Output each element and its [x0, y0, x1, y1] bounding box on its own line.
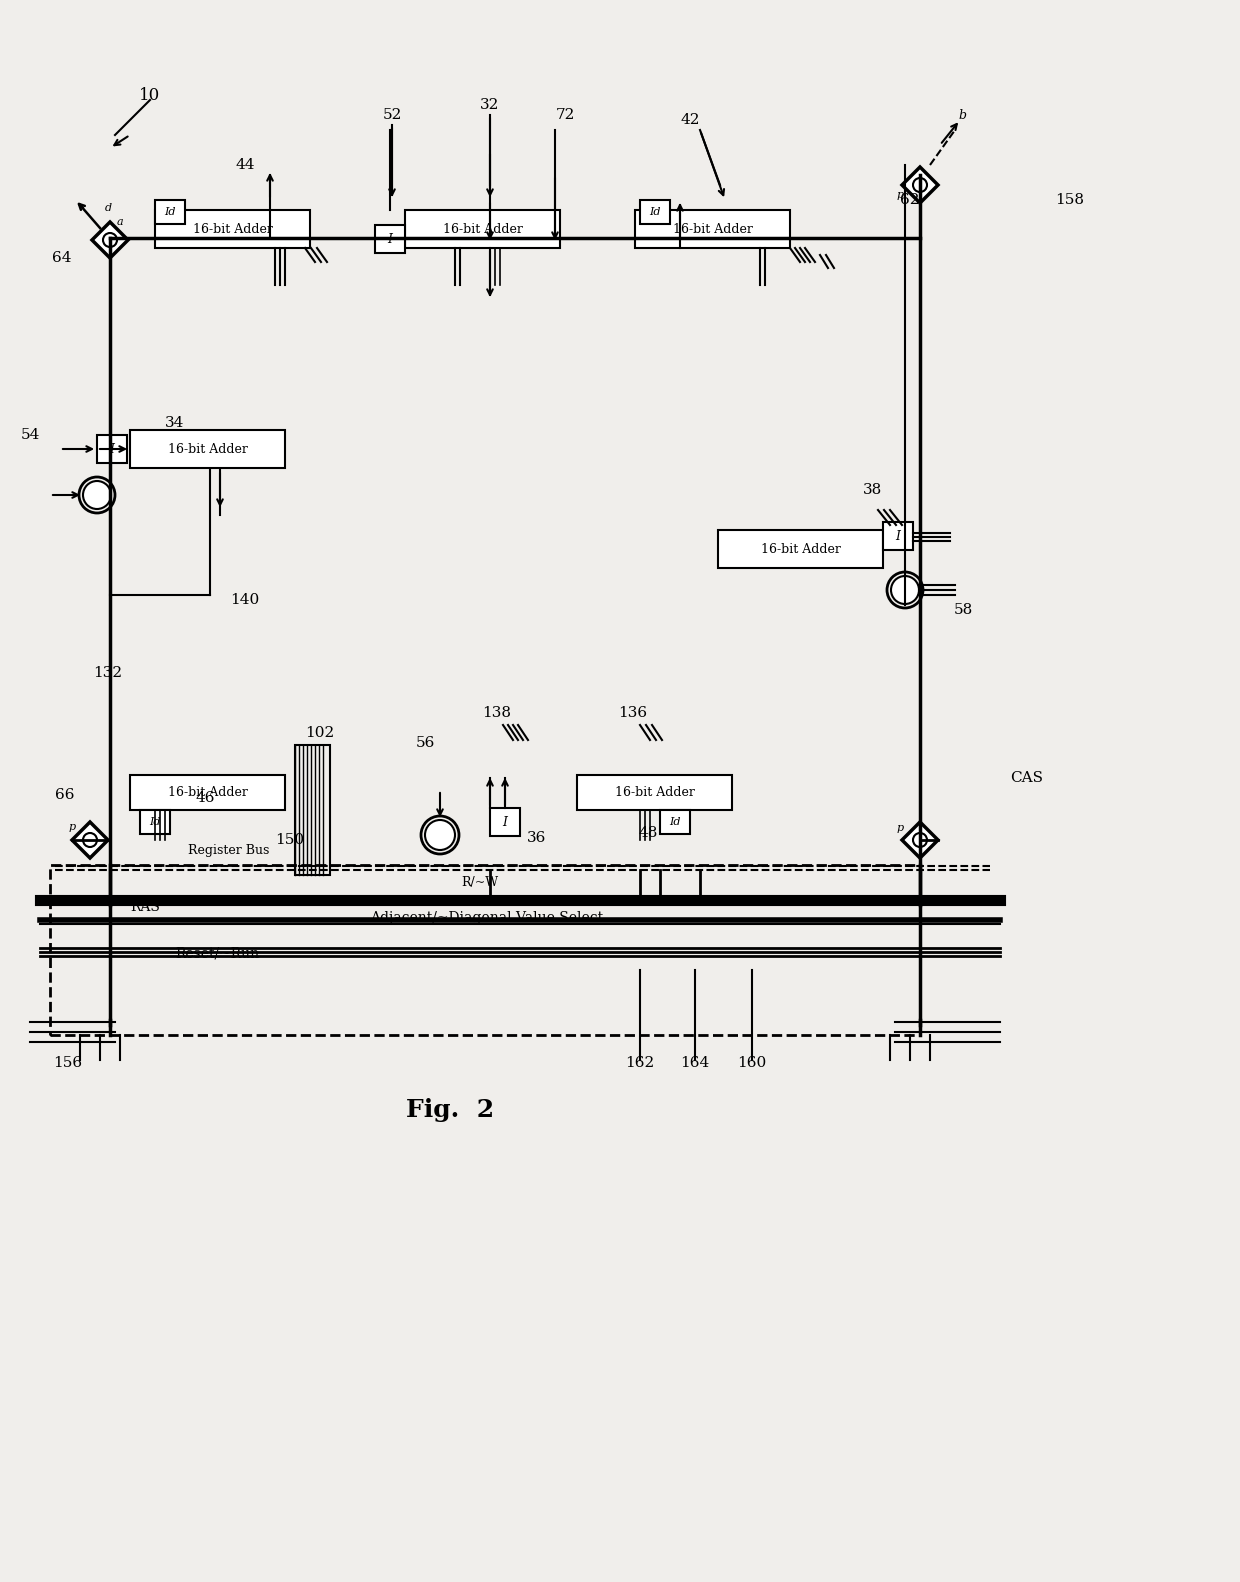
Polygon shape	[901, 168, 937, 202]
Text: 138: 138	[482, 706, 511, 720]
Text: 42: 42	[681, 112, 699, 127]
Text: 16-bit Adder: 16-bit Adder	[615, 786, 694, 799]
Text: 52: 52	[382, 108, 402, 122]
Text: 36: 36	[527, 831, 547, 845]
Polygon shape	[72, 823, 108, 857]
Text: 10: 10	[139, 87, 161, 103]
Polygon shape	[92, 221, 128, 258]
Text: 56: 56	[415, 736, 435, 750]
Text: 160: 160	[738, 1057, 766, 1069]
Bar	[718, 530, 883, 568]
Text: 136: 136	[619, 706, 647, 720]
Text: p: p	[897, 190, 904, 199]
Text: 132: 132	[93, 666, 123, 680]
Text: p: p	[68, 823, 76, 832]
Text: Id: Id	[650, 207, 661, 217]
Text: d: d	[104, 202, 112, 214]
Bar	[50, 865, 920, 1035]
Text: I: I	[895, 530, 900, 543]
Text: 16-bit Adder: 16-bit Adder	[192, 223, 273, 236]
Text: Id: Id	[149, 816, 161, 827]
Text: I: I	[502, 815, 507, 829]
Text: 38: 38	[863, 483, 883, 497]
Bar	[140, 810, 170, 834]
Circle shape	[83, 481, 112, 509]
Text: a: a	[117, 217, 123, 226]
Text: Register Bus: Register Bus	[188, 843, 269, 856]
Text: 162: 162	[625, 1057, 655, 1069]
Text: 16-bit Adder: 16-bit Adder	[443, 223, 522, 236]
Bar	[155, 199, 185, 225]
Text: 140: 140	[231, 593, 259, 607]
Bar	[660, 810, 689, 834]
Text: Id: Id	[164, 207, 176, 217]
Text: 156: 156	[53, 1057, 83, 1069]
Text: 102: 102	[305, 726, 335, 740]
Text: CAS: CAS	[1011, 770, 1043, 785]
Polygon shape	[901, 823, 937, 857]
Text: 158: 158	[1055, 193, 1085, 207]
Text: 58: 58	[954, 603, 972, 617]
Bar	[130, 775, 285, 810]
Text: p: p	[897, 823, 904, 834]
Circle shape	[425, 819, 455, 850]
Text: 48: 48	[639, 826, 657, 840]
Bar	[405, 210, 560, 248]
Bar	[640, 199, 670, 225]
Text: 46: 46	[195, 791, 215, 805]
Text: b: b	[959, 109, 966, 122]
Circle shape	[892, 576, 919, 604]
Text: 164: 164	[681, 1057, 709, 1069]
Text: I: I	[109, 443, 114, 456]
Bar	[635, 210, 790, 248]
Text: 16-bit Adder: 16-bit Adder	[167, 786, 248, 799]
Text: 16-bit Adder: 16-bit Adder	[672, 223, 753, 236]
Text: 34: 34	[165, 416, 185, 430]
Text: Id: Id	[670, 816, 681, 827]
Text: 44: 44	[236, 158, 254, 172]
Bar	[577, 775, 732, 810]
Text: 64: 64	[52, 252, 72, 266]
Text: Adjacent/~Diagonal Value Select: Adjacent/~Diagonal Value Select	[370, 911, 603, 925]
Text: 66: 66	[56, 788, 74, 802]
Text: 62: 62	[900, 193, 920, 207]
Bar	[883, 522, 913, 551]
Text: 32: 32	[480, 98, 500, 112]
Text: R/~W: R/~W	[461, 875, 498, 889]
Text: Fig.  2: Fig. 2	[405, 1098, 494, 1122]
Text: 150: 150	[275, 834, 305, 846]
Text: I: I	[387, 233, 393, 245]
Text: Reset/~Run: Reset/~Run	[175, 946, 259, 960]
Text: RAS: RAS	[130, 900, 160, 914]
Text: 72: 72	[556, 108, 574, 122]
Text: 16-bit Adder: 16-bit Adder	[167, 443, 248, 456]
Bar	[295, 745, 330, 875]
Bar	[130, 430, 285, 468]
Text: 54: 54	[20, 429, 40, 441]
Bar	[97, 435, 126, 464]
Text: 16-bit Adder: 16-bit Adder	[760, 543, 841, 555]
Bar	[374, 225, 405, 253]
Bar	[155, 210, 310, 248]
Bar	[490, 808, 520, 835]
